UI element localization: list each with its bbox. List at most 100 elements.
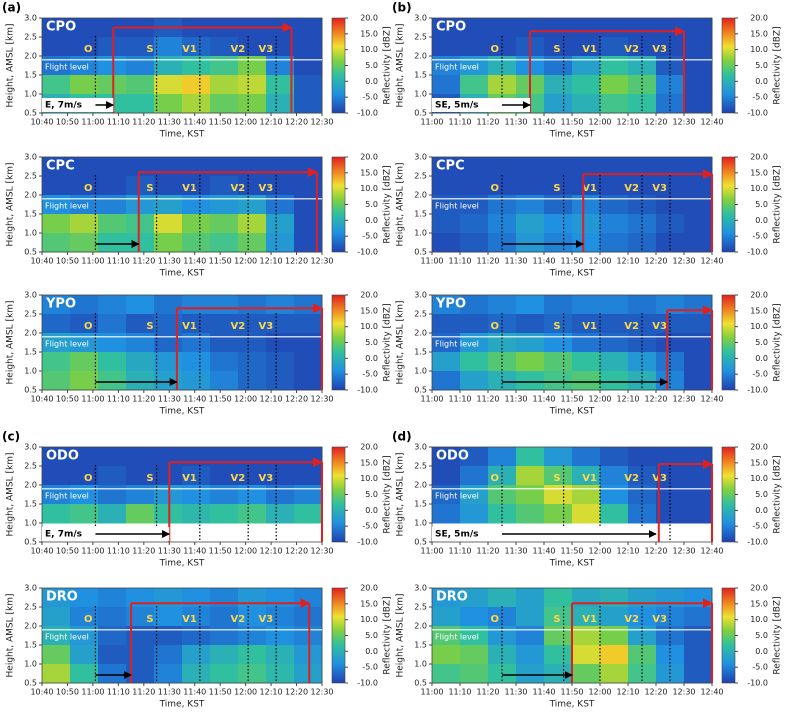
heat-cell [628,485,657,505]
heat-cell [656,447,685,467]
x-tick-label: 12:30 [672,395,695,404]
flight-level-label: Flight level [435,339,479,348]
colorbar-label: Reflectivity [dBZ] [383,455,393,533]
y-tick-label: 1.5 [414,500,427,509]
y-tick-label: 2.5 [414,310,427,319]
heat-cell [656,75,685,95]
heat-cell [516,195,545,215]
arrow-label: E, 7m/s [45,530,82,540]
x-tick-label: 11:40 [532,395,555,404]
heat-cell [182,295,211,315]
colorbar-tick-label: -10.0 [747,248,768,257]
x-tick-label: 12:40 [700,257,723,266]
x-tick-label: 11:30 [504,547,527,556]
panel: CPC Flight level O S V1 V2 V3 0.5 1.0 1.5 2.0 2.5 3.… [396,153,783,279]
x-tick-label: 11:00 [81,547,104,556]
heat-cell [266,195,295,215]
heat-cell [544,157,573,177]
heat-cell [98,295,127,315]
heat-cell [98,176,127,196]
heat-cell [294,176,323,196]
colorbar-tick-label: 0.0 [365,647,378,656]
marker-label: V2 [624,44,639,55]
heat-cell [238,447,267,467]
heat-cell [42,37,71,57]
heat-cell [572,333,601,353]
heat-cell [182,233,211,253]
heat-cell [544,214,573,234]
heat-cell [294,233,323,253]
marker-label: O [490,614,499,625]
heat-cell [544,333,573,353]
heat-cell [600,18,629,38]
x-tick-label: 11:10 [448,118,471,127]
x-tick-label: 12:10 [616,118,639,127]
heat-cell [98,645,127,665]
heat-cell [126,645,155,665]
x-tick-label: 12:10 [260,257,283,266]
y-tick-label: 1.0 [24,660,37,669]
heat-cell [70,18,99,38]
marker-label: S [553,44,560,55]
y-tick-label: 0.5 [414,386,427,395]
heat-cell [154,295,183,315]
colorbar [721,294,736,391]
heat-cell [572,295,601,315]
marker-label: V1 [182,473,197,484]
heat-cell [432,314,461,334]
x-tick-label: 11:50 [560,688,583,697]
colorbar-tick-label: 10.0 [750,474,768,483]
heat-cell [460,333,489,353]
marker-label: V3 [652,183,667,194]
heat-cell [516,233,545,253]
heat-cell [684,176,713,196]
colorbar [331,587,346,684]
heat-cell [600,371,629,391]
heat-cell [572,352,601,372]
x-tick-label: 12:20 [285,688,308,697]
heat-cell [572,645,601,665]
heat-cell [600,645,629,665]
heat-cell [628,352,657,372]
x-axis-label: Time, KST [549,407,595,417]
heat-cell [154,75,183,95]
y-tick-label: 0.5 [24,386,37,395]
heat-cell [210,352,239,372]
colorbar-tick-label: 0.0 [365,354,378,363]
marker-label: S [146,44,153,55]
marker-label: V3 [258,183,273,194]
x-tick-label: 11:20 [476,118,499,127]
marker-label: V2 [624,473,639,484]
x-tick-label: 10:40 [30,257,53,266]
heat-cell [544,195,573,215]
heat-cell [572,485,601,505]
heat-cell [266,607,295,627]
heat-cell [98,588,127,608]
x-tick-label: 11:50 [209,257,232,266]
heat-cell [98,195,127,215]
x-tick-label: 11:20 [476,395,499,404]
heat-cell [488,157,517,177]
y-tick-label: 2.5 [414,172,427,181]
panel-label: (d) [392,430,412,444]
flight-level-label: Flight level [45,491,89,500]
heat-cell [210,504,239,524]
heat-cell [98,233,127,253]
colorbar [331,156,346,253]
heat-cell [600,157,629,177]
heat-cell [460,447,489,467]
y-tick-label: 1.0 [24,229,37,238]
heat-cell [656,352,685,372]
marker-label: V3 [652,44,667,55]
x-tick-label: 11:20 [476,547,499,556]
x-tick-label: 10:50 [56,118,79,127]
heat-cell [266,56,295,76]
heat-cell [628,56,657,76]
marker-label: V1 [182,614,197,625]
panel: DRO Flight level O S V1 V2 V3 0.5 1.0 1.5 2.0 2.5 3.… [6,584,393,710]
site-title: CPC [46,159,75,174]
heat-cell [238,195,267,215]
heat-cell [238,333,267,353]
heat-cell [182,485,211,505]
